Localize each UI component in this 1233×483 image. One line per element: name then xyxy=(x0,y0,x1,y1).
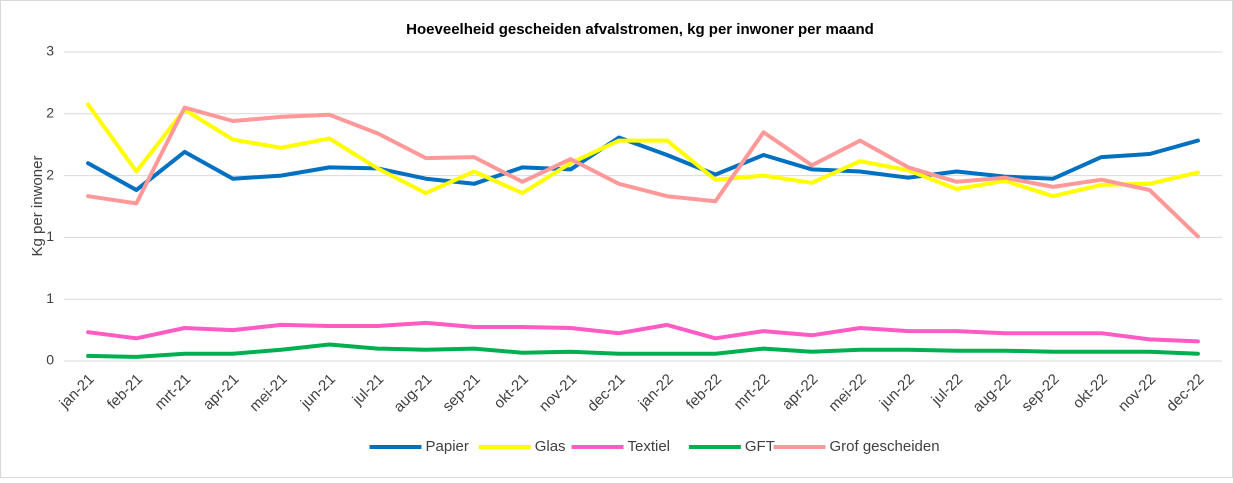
chart-title: Hoeveelheid gescheiden afvalstromen, kg … xyxy=(406,21,874,38)
series-line xyxy=(86,135,1200,192)
y-tick-label: 1 xyxy=(46,290,54,306)
legend-label: Papier xyxy=(426,438,469,455)
series-line xyxy=(86,105,1200,239)
legend-label: Glas xyxy=(535,438,566,455)
series-line xyxy=(86,320,1200,344)
legend-label: Grof gescheiden xyxy=(830,438,940,455)
y-tick-label: 1 xyxy=(46,228,54,244)
series-line xyxy=(86,102,1200,199)
y-axis-label: Kg per inwoner xyxy=(29,156,46,257)
y-tick-label: 2 xyxy=(46,105,54,121)
series-line xyxy=(86,342,1200,359)
legend-label: GFT xyxy=(745,438,775,455)
y-tick-label: 2 xyxy=(46,166,54,182)
y-tick-label: 0 xyxy=(46,352,54,368)
legend-label: Textiel xyxy=(628,438,671,455)
y-tick-label: 3 xyxy=(46,43,54,59)
